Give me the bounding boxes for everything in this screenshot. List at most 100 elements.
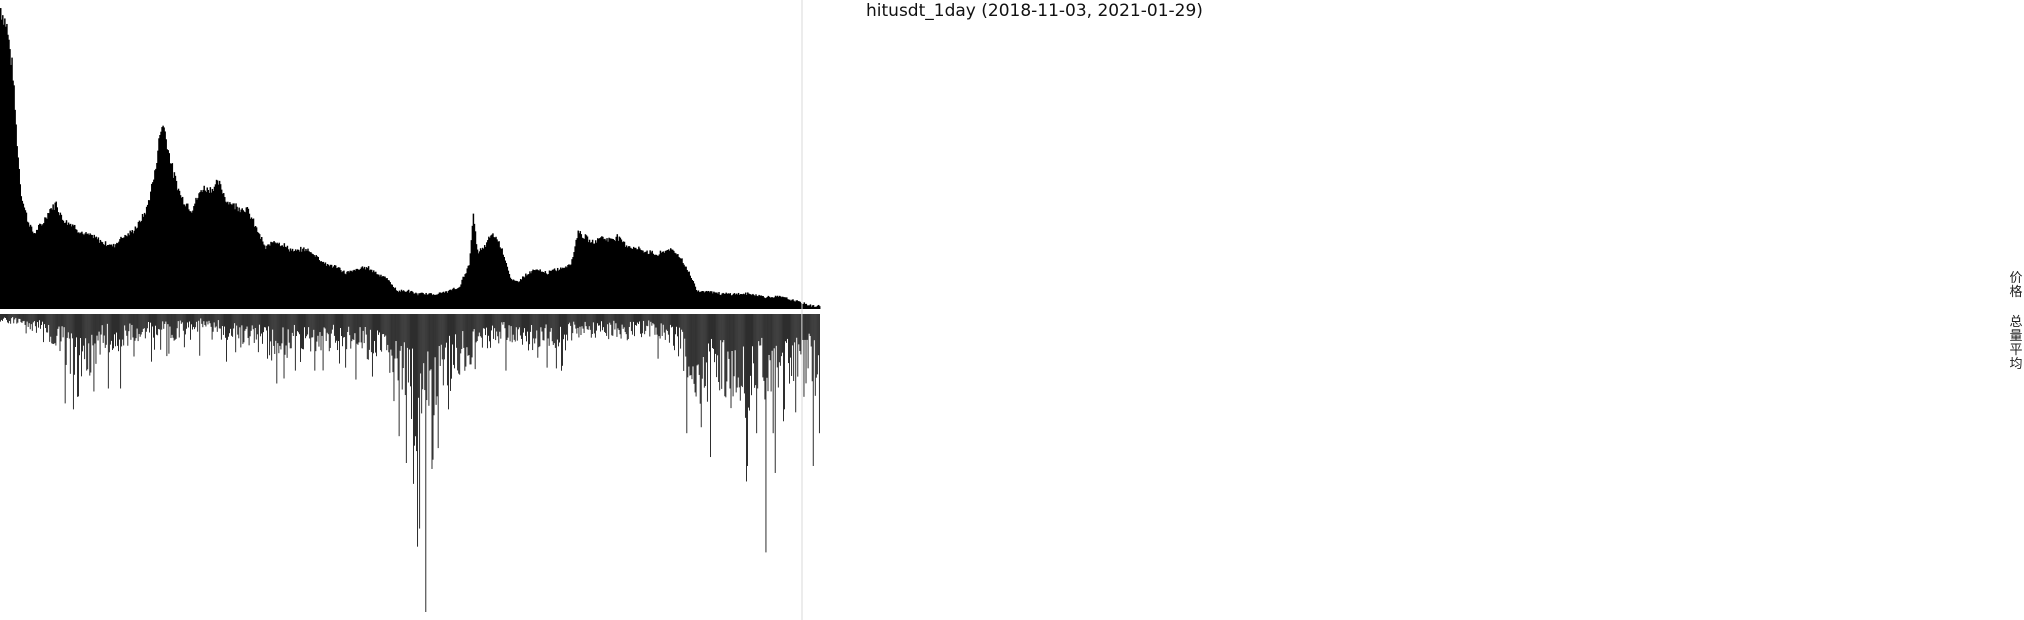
price-bar <box>123 237 125 309</box>
avg-volume-bar <box>360 314 362 343</box>
avg-volume-bar <box>210 314 212 327</box>
avg-volume-bar <box>729 314 731 389</box>
avg-volume-bar <box>92 314 94 346</box>
price-bar <box>554 270 557 309</box>
avg-volume-bar <box>599 314 600 326</box>
price-bar <box>99 239 102 309</box>
price-bar <box>236 206 238 309</box>
price-bar <box>612 239 614 309</box>
price-bar <box>189 211 191 309</box>
avg-volume-bar <box>87 314 89 370</box>
price-bar <box>73 224 76 309</box>
avg-volume-bar <box>436 314 438 397</box>
price-bar <box>450 289 452 309</box>
avg-volume-bar <box>349 314 351 336</box>
price-bar <box>452 288 454 309</box>
price-bar <box>580 234 583 309</box>
avg-volume-bar <box>674 314 675 351</box>
price-bar <box>731 295 734 309</box>
price-bar <box>286 245 289 309</box>
avg-volume-bar <box>121 314 123 347</box>
avg-volume-bar <box>706 314 708 402</box>
price-bar <box>321 262 324 309</box>
price-bar <box>137 221 140 309</box>
avg-volume-bar <box>140 314 142 335</box>
price-bar <box>556 267 559 309</box>
avg-volume-bar <box>768 314 770 355</box>
price-bar <box>603 239 605 309</box>
avg-volume-bar <box>622 314 624 329</box>
price-bar <box>139 222 142 309</box>
price-bar <box>112 246 114 309</box>
avg-volume-bar <box>762 314 764 378</box>
avg-volume-bar <box>232 314 234 337</box>
avg-volume-bar <box>789 314 790 384</box>
avg-volume-bar <box>679 314 681 328</box>
avg-volume-bar <box>486 314 487 328</box>
avg-volume-bar <box>748 314 749 408</box>
price-bar <box>369 269 372 309</box>
price-bar <box>345 274 347 309</box>
avg-volume-bar <box>702 314 704 358</box>
price-bar <box>465 273 467 309</box>
price-bar <box>660 252 663 309</box>
avg-volume-bar <box>84 314 86 360</box>
price-bar <box>732 293 735 309</box>
price-bar <box>133 230 136 309</box>
price-bar <box>358 269 361 309</box>
price-bar <box>646 250 648 309</box>
price-bar <box>222 193 225 309</box>
price-bar <box>514 280 517 309</box>
avg-volume-bar <box>382 314 384 335</box>
avg-volume-bar <box>564 314 565 335</box>
avg-volume-bar <box>91 314 93 335</box>
price-bar <box>460 284 462 309</box>
avg-volume-bar <box>420 314 422 374</box>
price-bar <box>795 300 797 309</box>
price-bar <box>792 299 794 309</box>
price-bar <box>251 219 254 309</box>
avg-volume-bar <box>294 314 296 371</box>
avg-volume-bar <box>443 314 445 360</box>
avg-volume-bar <box>57 314 59 329</box>
avg-volume-bar <box>296 314 298 332</box>
avg-volume-bar <box>540 314 542 328</box>
avg-volume-bar <box>528 314 529 351</box>
avg-volume-bar <box>109 314 111 345</box>
price-bar <box>750 294 752 309</box>
price-bar <box>780 297 783 309</box>
price-bar <box>267 244 269 309</box>
avg-volume-bar <box>53 314 55 345</box>
price-bar <box>699 291 702 309</box>
avg-volume-bar <box>552 314 554 345</box>
avg-volume-bar <box>61 314 63 327</box>
price-bar <box>55 201 57 309</box>
avg-volume-bar <box>344 314 346 338</box>
price-bar <box>448 290 450 309</box>
price-bar <box>250 217 253 309</box>
avg-volume-bar <box>144 314 146 339</box>
avg-volume-bar <box>496 314 498 332</box>
price-bar <box>738 294 741 309</box>
avg-volume-bar <box>101 314 103 326</box>
avg-volume-bar <box>652 314 654 324</box>
price-bar <box>462 276 464 309</box>
avg-volume-bar <box>546 314 548 368</box>
price-bar <box>12 80 14 309</box>
avg-volume-bar <box>280 314 282 350</box>
price-bar <box>110 244 113 309</box>
avg-volume-bar <box>249 314 251 337</box>
price-bar <box>331 267 334 309</box>
price-bar <box>130 232 132 309</box>
avg-volume-bar <box>155 314 156 326</box>
price-axis-label: 价格 <box>2009 271 2023 300</box>
price-bar <box>380 274 382 309</box>
price-bar <box>299 251 301 309</box>
avg-volume-bar <box>118 314 119 352</box>
avg-volume-bar <box>106 314 108 324</box>
avg-volume-bar <box>503 314 505 323</box>
price-bar <box>440 293 443 309</box>
price-bar <box>155 168 157 309</box>
avg-volume-bar <box>46 314 48 333</box>
avg-volume-bar <box>744 314 746 418</box>
